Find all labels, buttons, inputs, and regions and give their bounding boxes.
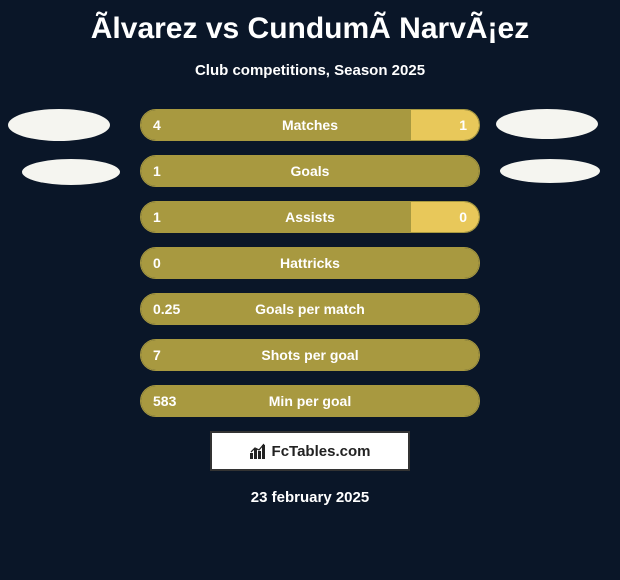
stat-row: 7Shots per goal (140, 339, 480, 371)
stat-fill-right (411, 202, 479, 232)
player-oval-left-2 (22, 159, 120, 185)
stat-row: 41Matches (140, 109, 480, 141)
stat-value-left: 4 (153, 110, 161, 140)
stat-bars: 41Matches1Goals10Assists0Hattricks0.25Go… (140, 109, 480, 417)
player-oval-left-1 (8, 109, 110, 141)
stat-value-right: 0 (459, 202, 467, 232)
logo-box: FcTables.com (210, 431, 410, 471)
stat-fill-left (141, 386, 479, 416)
stat-row: 0.25Goals per match (140, 293, 480, 325)
stat-value-left: 1 (153, 202, 161, 232)
stat-value-left: 7 (153, 340, 161, 370)
stat-fill-right (411, 110, 479, 140)
stat-row: 1Goals (140, 155, 480, 187)
stat-row: 583Min per goal (140, 385, 480, 417)
stat-fill-left (141, 340, 479, 370)
logo-text: FcTables.com (272, 443, 371, 460)
page-title: Ãlvarez vs CundumÃ­ NarvÃ¡ez (0, 0, 620, 46)
stat-value-right: 1 (459, 110, 467, 140)
stat-value-left: 0 (153, 248, 161, 278)
stat-row: 0Hattricks (140, 247, 480, 279)
stat-fill-left (141, 110, 411, 140)
comparison-container: 41Matches1Goals10Assists0Hattricks0.25Go… (0, 109, 620, 417)
stat-row: 10Assists (140, 201, 480, 233)
stat-value-left: 583 (153, 386, 176, 416)
stat-value-left: 1 (153, 156, 161, 186)
page-subtitle: Club competitions, Season 2025 (0, 62, 620, 79)
stat-fill-left (141, 202, 411, 232)
stat-fill-left (141, 294, 479, 324)
chart-icon (250, 443, 268, 459)
stat-fill-left (141, 156, 479, 186)
date-label: 23 february 2025 (0, 489, 620, 506)
stat-fill-left (141, 248, 479, 278)
player-oval-right-2 (500, 159, 600, 183)
stat-value-left: 0.25 (153, 294, 180, 324)
player-oval-right-1 (496, 109, 598, 139)
